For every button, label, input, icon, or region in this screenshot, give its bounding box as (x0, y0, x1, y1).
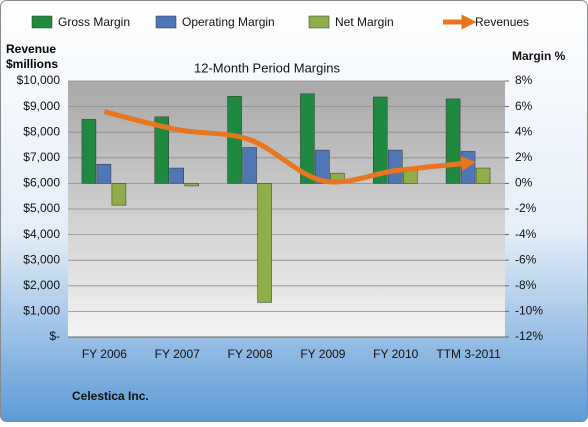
bar (373, 96, 388, 184)
legend-label: Operating Margin (182, 15, 275, 29)
x-tick-label: FY 2006 (82, 347, 127, 361)
bar (388, 149, 403, 184)
y-tick-label: $7,000 (23, 150, 60, 164)
bar (460, 151, 476, 184)
bar (169, 167, 184, 184)
bar (111, 183, 127, 206)
y-axis-label-text: Revenue $millions (6, 42, 59, 71)
y2-tick-label: 2% (515, 150, 533, 164)
revenue-line (103, 109, 477, 185)
y2-tick-label: 0% (515, 176, 533, 190)
x-tick-label: TTM 3-2011 (436, 347, 501, 361)
bar (300, 93, 315, 184)
bar (403, 170, 418, 184)
x-tick-label: FY 2008 (228, 347, 273, 361)
bar (96, 163, 112, 184)
bar (242, 147, 257, 184)
y2-tick-label: -12% (515, 329, 543, 343)
footer: Celestica Inc. (72, 389, 149, 403)
y2-axis-label: Margin % (512, 49, 566, 63)
bar (154, 116, 169, 184)
y2-tick-label: 4% (515, 124, 533, 138)
y-tick-label: $9,000 (23, 99, 60, 113)
bar (445, 98, 461, 184)
y-tick-label: $6,000 (23, 176, 60, 190)
y-tick-label: $- (49, 329, 60, 343)
x-tick-label: FY 2007 (155, 347, 200, 361)
bar (315, 149, 330, 184)
y2-tick-label: -8% (515, 278, 537, 292)
x-tick-label: FY 2009 (300, 347, 345, 361)
bar (475, 167, 491, 184)
y2-tick-label: 8% (515, 73, 533, 87)
legend-marker (308, 15, 330, 29)
y-tick-label: $1,000 (23, 304, 60, 318)
y2-tick-label: 6% (515, 99, 533, 113)
legend-marker (155, 15, 177, 29)
y-tick-label: $8,000 (23, 124, 60, 138)
y-tick-label: $4,000 (23, 227, 60, 241)
y2-tick-label: -10% (515, 304, 543, 318)
chart-title: 12-Month Period Margins (194, 60, 340, 75)
x-tick-label: FY 2010 (373, 347, 418, 361)
bar (227, 96, 242, 184)
legend-label: Gross Margin (58, 15, 130, 29)
y-tick-label: $3,000 (23, 252, 60, 266)
y-tick-label: $5,000 (23, 201, 60, 215)
y-tick-label: $10,000 (17, 73, 61, 87)
legend-label: Net Margin (335, 15, 394, 29)
y2-tick-label: -6% (515, 252, 537, 266)
bar (81, 119, 97, 184)
y2-tick-label: -2% (515, 201, 537, 215)
y-axis-label: Revenue $millions (6, 42, 59, 71)
legend-marker (31, 15, 53, 29)
y2-tick-label: -4% (515, 227, 537, 241)
bar (257, 183, 272, 303)
legend-label: Revenues (475, 15, 529, 29)
bar (184, 183, 199, 187)
y-tick-label: $2,000 (23, 278, 60, 292)
